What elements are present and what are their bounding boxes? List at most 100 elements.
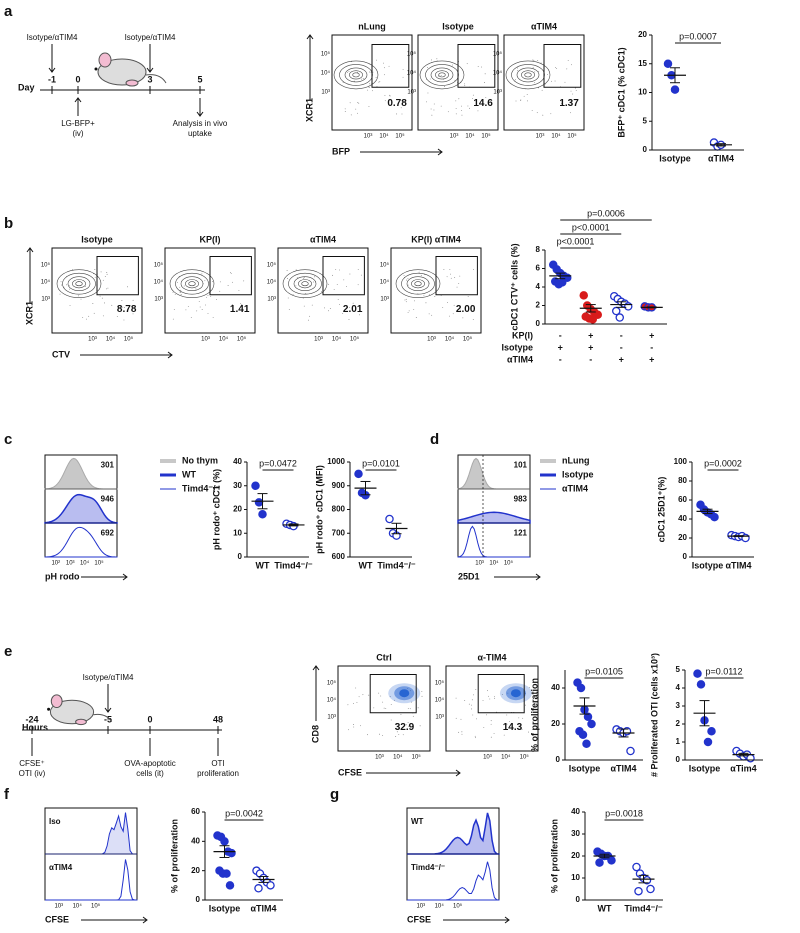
panel-letter: a <box>4 3 13 20</box>
event-dot <box>542 114 544 116</box>
condition-sign: - <box>559 354 562 364</box>
contour <box>349 70 363 80</box>
y-tick-label: 10⁵ <box>154 262 164 269</box>
gate-value: 1.37 <box>559 98 579 109</box>
event-dot <box>526 94 528 95</box>
panel-letter: b <box>4 215 13 232</box>
y-tick-label: 0 <box>196 895 201 904</box>
x-tick-label: Timd4⁻/⁻ <box>624 903 663 913</box>
event-dot <box>198 301 200 302</box>
arrow-head <box>306 34 314 40</box>
data-point <box>258 509 267 519</box>
condition-sign: + <box>649 330 654 340</box>
event-dot <box>414 300 415 302</box>
x-tick-label: 10³ <box>66 561 75 567</box>
contour <box>401 272 435 295</box>
event-dot <box>458 283 460 284</box>
data-point <box>693 669 702 678</box>
event-dot <box>212 316 214 318</box>
event-dot <box>486 714 487 716</box>
event-dot <box>60 281 62 283</box>
y-tick-label: 15 <box>638 59 647 68</box>
event-dot <box>173 308 175 310</box>
x-tick-label: 10⁴ <box>393 754 403 761</box>
y-tick-label: 10³ <box>380 297 389 303</box>
panel-letter: d <box>430 431 439 448</box>
event-dot <box>431 314 433 316</box>
event-dot <box>404 299 406 301</box>
flow-frame <box>445 665 539 752</box>
x-tick-label: 10⁵ <box>481 133 491 140</box>
event-dot <box>501 694 503 695</box>
event-dot <box>398 734 400 736</box>
event-dot <box>80 298 82 300</box>
event-dot <box>243 280 245 282</box>
x-tick-label: 10³ <box>427 337 436 343</box>
histogram <box>457 525 530 558</box>
data-point <box>582 739 591 749</box>
event-dot <box>94 276 96 278</box>
event-dot <box>447 302 448 304</box>
data-point <box>607 856 616 865</box>
y-tick-label: 6 <box>536 264 541 273</box>
event-dot <box>180 294 182 295</box>
contour <box>56 269 102 299</box>
event-dot <box>400 107 402 109</box>
event-dot <box>482 699 484 701</box>
y-tick-label: 10⁵ <box>321 51 331 58</box>
event-dot <box>472 714 474 716</box>
timeline-tick-label: -24 <box>25 714 38 724</box>
x-tick-label: Isotype <box>689 763 721 773</box>
y-tick-label: 3 <box>676 701 681 710</box>
event-dot <box>304 293 306 294</box>
timeline-tick-label: 0 <box>147 714 152 724</box>
row-label: Iso <box>49 817 61 826</box>
x-tick-label: 10⁵ <box>237 336 247 343</box>
event-dot <box>473 269 474 270</box>
event-dot <box>455 100 457 102</box>
event-dot <box>342 81 344 83</box>
x-axis-label: pH rodo <box>45 571 80 581</box>
event-dot <box>106 273 108 275</box>
event-dot <box>402 734 404 736</box>
x-axis-label: 25D1 <box>458 571 480 581</box>
event-dot <box>72 269 74 270</box>
condition-sign: + <box>649 354 654 364</box>
event-dot <box>469 107 470 109</box>
event-dot <box>518 717 520 719</box>
data-point <box>670 85 680 94</box>
arrow-head <box>504 916 510 924</box>
mouse-ear <box>98 52 112 68</box>
event-dot <box>483 726 485 728</box>
event-dot <box>360 274 362 276</box>
event-dot <box>460 718 462 720</box>
y-tick-label: 10 <box>638 88 647 97</box>
event-dot <box>407 708 409 710</box>
gate-value: 14.3 <box>503 722 523 733</box>
event-dot <box>471 704 472 706</box>
contour <box>524 72 532 78</box>
x-tick-label: 10⁴ <box>80 560 90 567</box>
event-dot <box>425 302 427 304</box>
y-tick-label: 10⁵ <box>41 262 51 269</box>
y-tick-label: 10⁵ <box>435 680 445 687</box>
event-dot <box>449 315 450 317</box>
y-axis-label: % of proliferation <box>529 678 539 752</box>
y-tick-label: 60 <box>678 495 687 504</box>
timeline-top-label: Isotype/αTIM4 <box>83 673 134 682</box>
event-dot <box>455 717 457 719</box>
x-tick-label: αTIM4 <box>610 763 636 773</box>
legend-label: αTIM4 <box>562 483 588 493</box>
event-dot <box>349 306 350 308</box>
event-dot <box>426 101 427 103</box>
legend-label: Isotype <box>562 469 594 479</box>
histogram <box>44 493 118 524</box>
event-dot <box>461 114 463 116</box>
event-dot <box>455 697 457 699</box>
event-dot <box>402 69 404 70</box>
mouse-tail <box>145 74 167 84</box>
y-tick-label: 20 <box>638 30 647 39</box>
contour <box>395 269 441 299</box>
data-point <box>696 680 706 689</box>
